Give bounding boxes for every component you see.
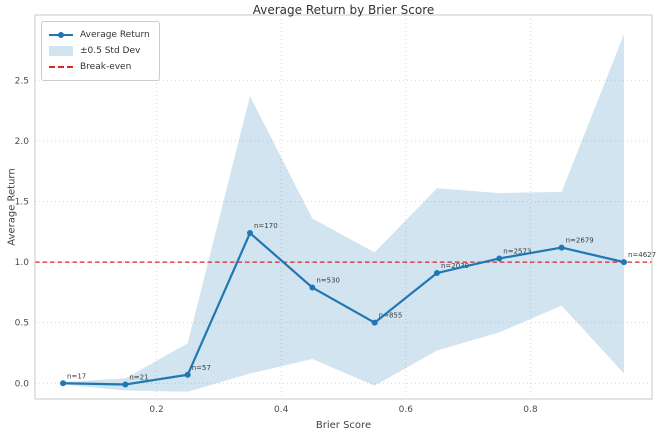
line-marker-swatch-icon [49,29,73,41]
plot-frame [34,14,653,400]
data-point-marker [371,319,378,326]
point-count-label: n=2039 [441,262,469,270]
dashed-line-swatch-icon [49,61,73,73]
point-count-label: n=170 [254,222,278,230]
std-dev-band [63,34,624,392]
average-return-line [63,231,625,386]
chart-title: Average Return by Brier Score [252,3,435,17]
point-count-label: n=57 [192,364,211,372]
point-count-label: n=2679 [566,237,594,245]
point-count-label: n=2573 [503,247,531,255]
legend-item-std-dev-band: ±0.5 Std Dev [49,43,150,59]
y-tick-label: 0.5 [15,319,29,329]
legend-label: Average Return [80,30,150,40]
point-count-label: n=17 [67,372,86,380]
x-tick-label: 0.6 [399,405,414,415]
data-point-marker [60,380,67,387]
x-axis-label: Brier Score [315,420,372,431]
x-tick-label: 0.2 [149,405,163,415]
data-point-marker [496,255,503,262]
legend: Average Return ±0.5 Std Dev Break-even [41,21,160,81]
point-count-label: n=4627 [628,251,656,259]
x-tick-label: 0.8 [523,405,538,415]
legend-label: Break-even [80,62,132,72]
band-swatch-icon [49,45,73,57]
data-point-marker [122,381,129,388]
x-tick-label: 0.4 [274,405,289,415]
point-count-label: n=855 [379,312,403,320]
point-count-label: n=530 [316,277,340,285]
data-point-marker [558,244,565,251]
data-point-marker [433,270,440,277]
y-tick-label: 1.5 [15,198,29,208]
legend-label: ±0.5 Std Dev [80,46,141,56]
y-tick-label: 2.0 [15,137,30,147]
point-count-label: n=21 [129,373,148,381]
legend-item-average-return: Average Return [49,27,150,43]
legend-item-break-even: Break-even [49,59,150,75]
y-tick-label: 1.0 [15,258,30,268]
data-point-marker [184,371,191,378]
y-tick-label: 0.0 [15,379,30,389]
y-axis-label: Average Return [6,168,18,246]
y-tick-label: 2.5 [15,76,29,86]
data-point-marker [309,284,316,291]
data-point-marker [247,230,254,237]
data-point-marker [620,259,627,266]
